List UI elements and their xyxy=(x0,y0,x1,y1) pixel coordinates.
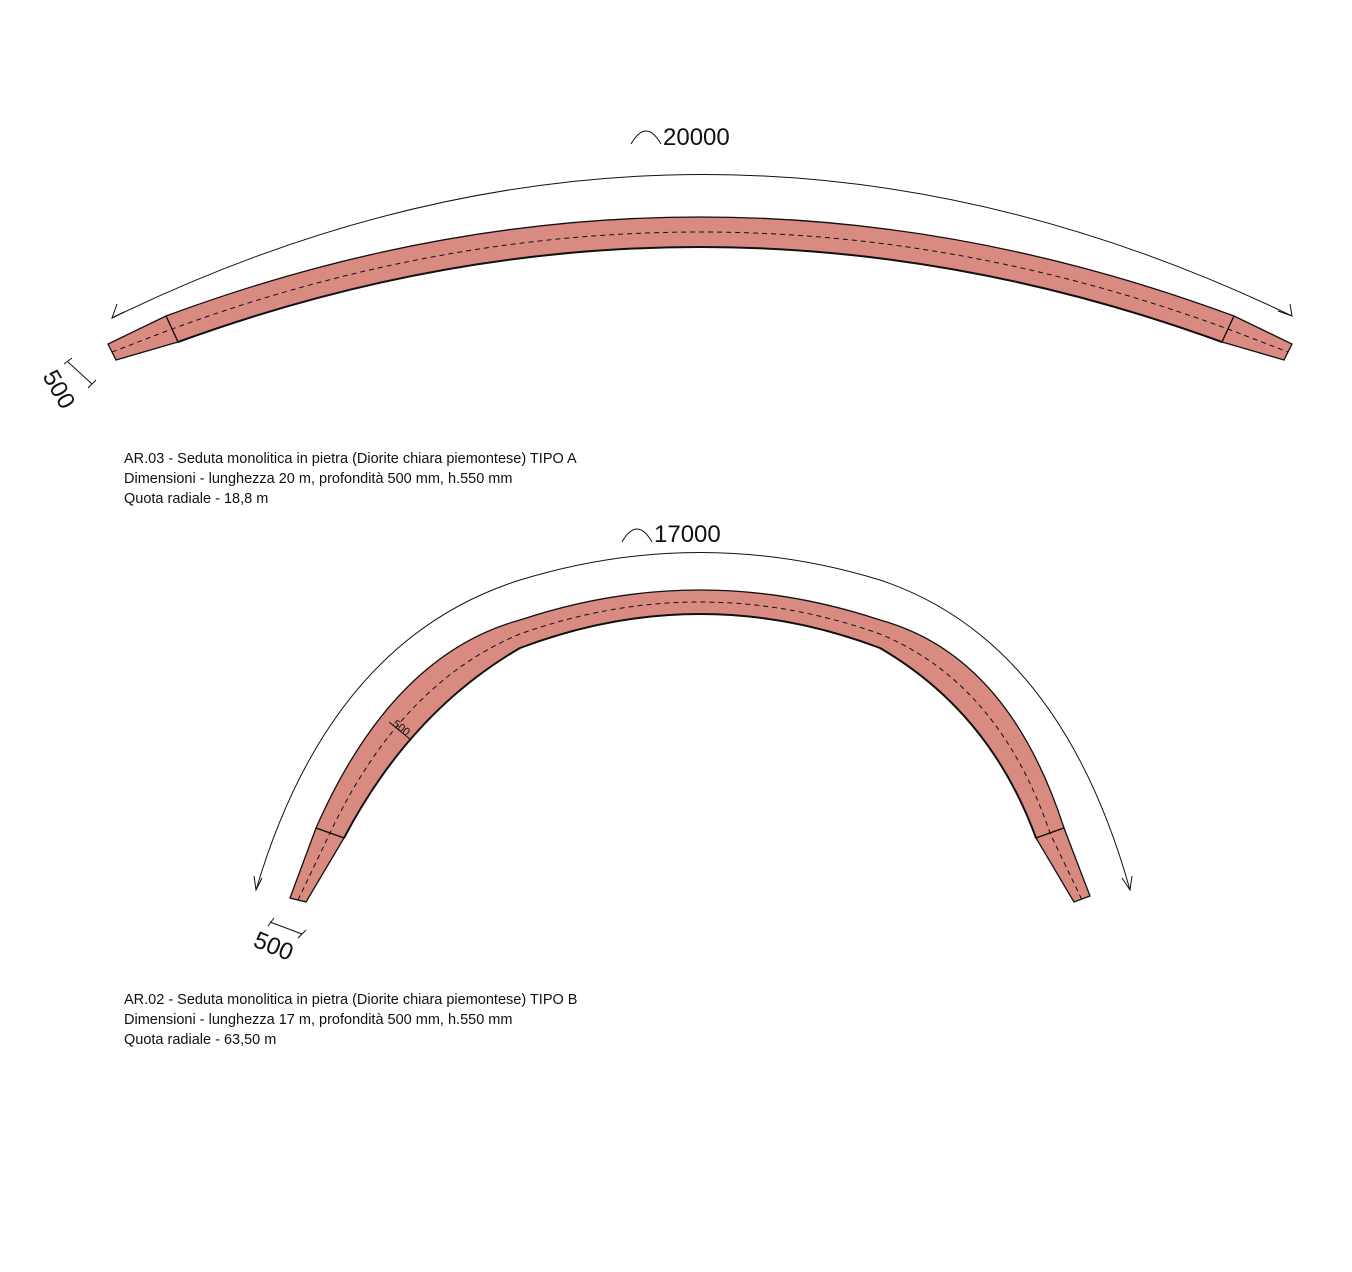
bench-b-inner-edge xyxy=(343,613,1037,839)
bench-a-caption: AR.03 - Seduta monolitica in pietra (Dio… xyxy=(124,449,577,509)
caption-radial-level: Quota radiale - 18,8 m xyxy=(124,491,269,507)
bench-b-dimension-tick-right xyxy=(1121,875,1133,892)
bench-b-right-end xyxy=(1035,827,1091,903)
bench-a-dimension-tick-right xyxy=(1277,303,1293,317)
arc-length-icon xyxy=(621,528,653,543)
bench-a-plan: 20000 500 xyxy=(37,124,1293,414)
caption-title: AR.02 - Seduta monolitica in pietra (Dio… xyxy=(124,992,578,1008)
bench-b-cross-line-left xyxy=(388,721,412,741)
bench-a-depth-dimension xyxy=(63,357,97,389)
bench-b-depth-dimension xyxy=(267,917,307,939)
caption-title: AR.03 - Seduta monolitica in pietra (Dio… xyxy=(124,451,577,467)
bench-a-depth-label: 500 xyxy=(37,366,80,414)
bench-a-body xyxy=(165,216,1235,343)
bench-b-left-end xyxy=(289,827,345,903)
bench-a-left-end xyxy=(107,315,179,361)
bench-b-caption: AR.02 - Seduta monolitica in pietra (Dio… xyxy=(124,990,577,1050)
bench-b-dimension-tick-left xyxy=(253,875,263,892)
arc-length-icon xyxy=(630,130,662,145)
caption-radial-level: Quota radiale - 63,50 m xyxy=(124,1032,277,1048)
bench-b-depth-label: 500 xyxy=(250,927,297,967)
bench-a-length-dimension-arc xyxy=(111,174,1293,319)
bench-b-centerline xyxy=(297,601,1083,901)
bench-b-length-label: 17000 xyxy=(654,521,721,548)
bench-a-length-label: 20000 xyxy=(663,124,730,151)
bench-a-centerline xyxy=(111,231,1289,353)
bench-a-inner-edge xyxy=(177,246,1223,343)
bench-b-body xyxy=(315,589,1065,839)
bench-a-right-end xyxy=(1221,315,1293,361)
caption-dimensions: Dimensioni - lunghezza 17 m, profondità … xyxy=(124,1012,513,1028)
bench-b-plan: 500 17000 500 xyxy=(250,521,1133,967)
caption-dimensions: Dimensioni - lunghezza 20 m, profondità … xyxy=(124,471,513,487)
bench-b-length-dimension-arc xyxy=(255,552,1131,891)
bench-a-dimension-tick-left xyxy=(111,303,125,320)
